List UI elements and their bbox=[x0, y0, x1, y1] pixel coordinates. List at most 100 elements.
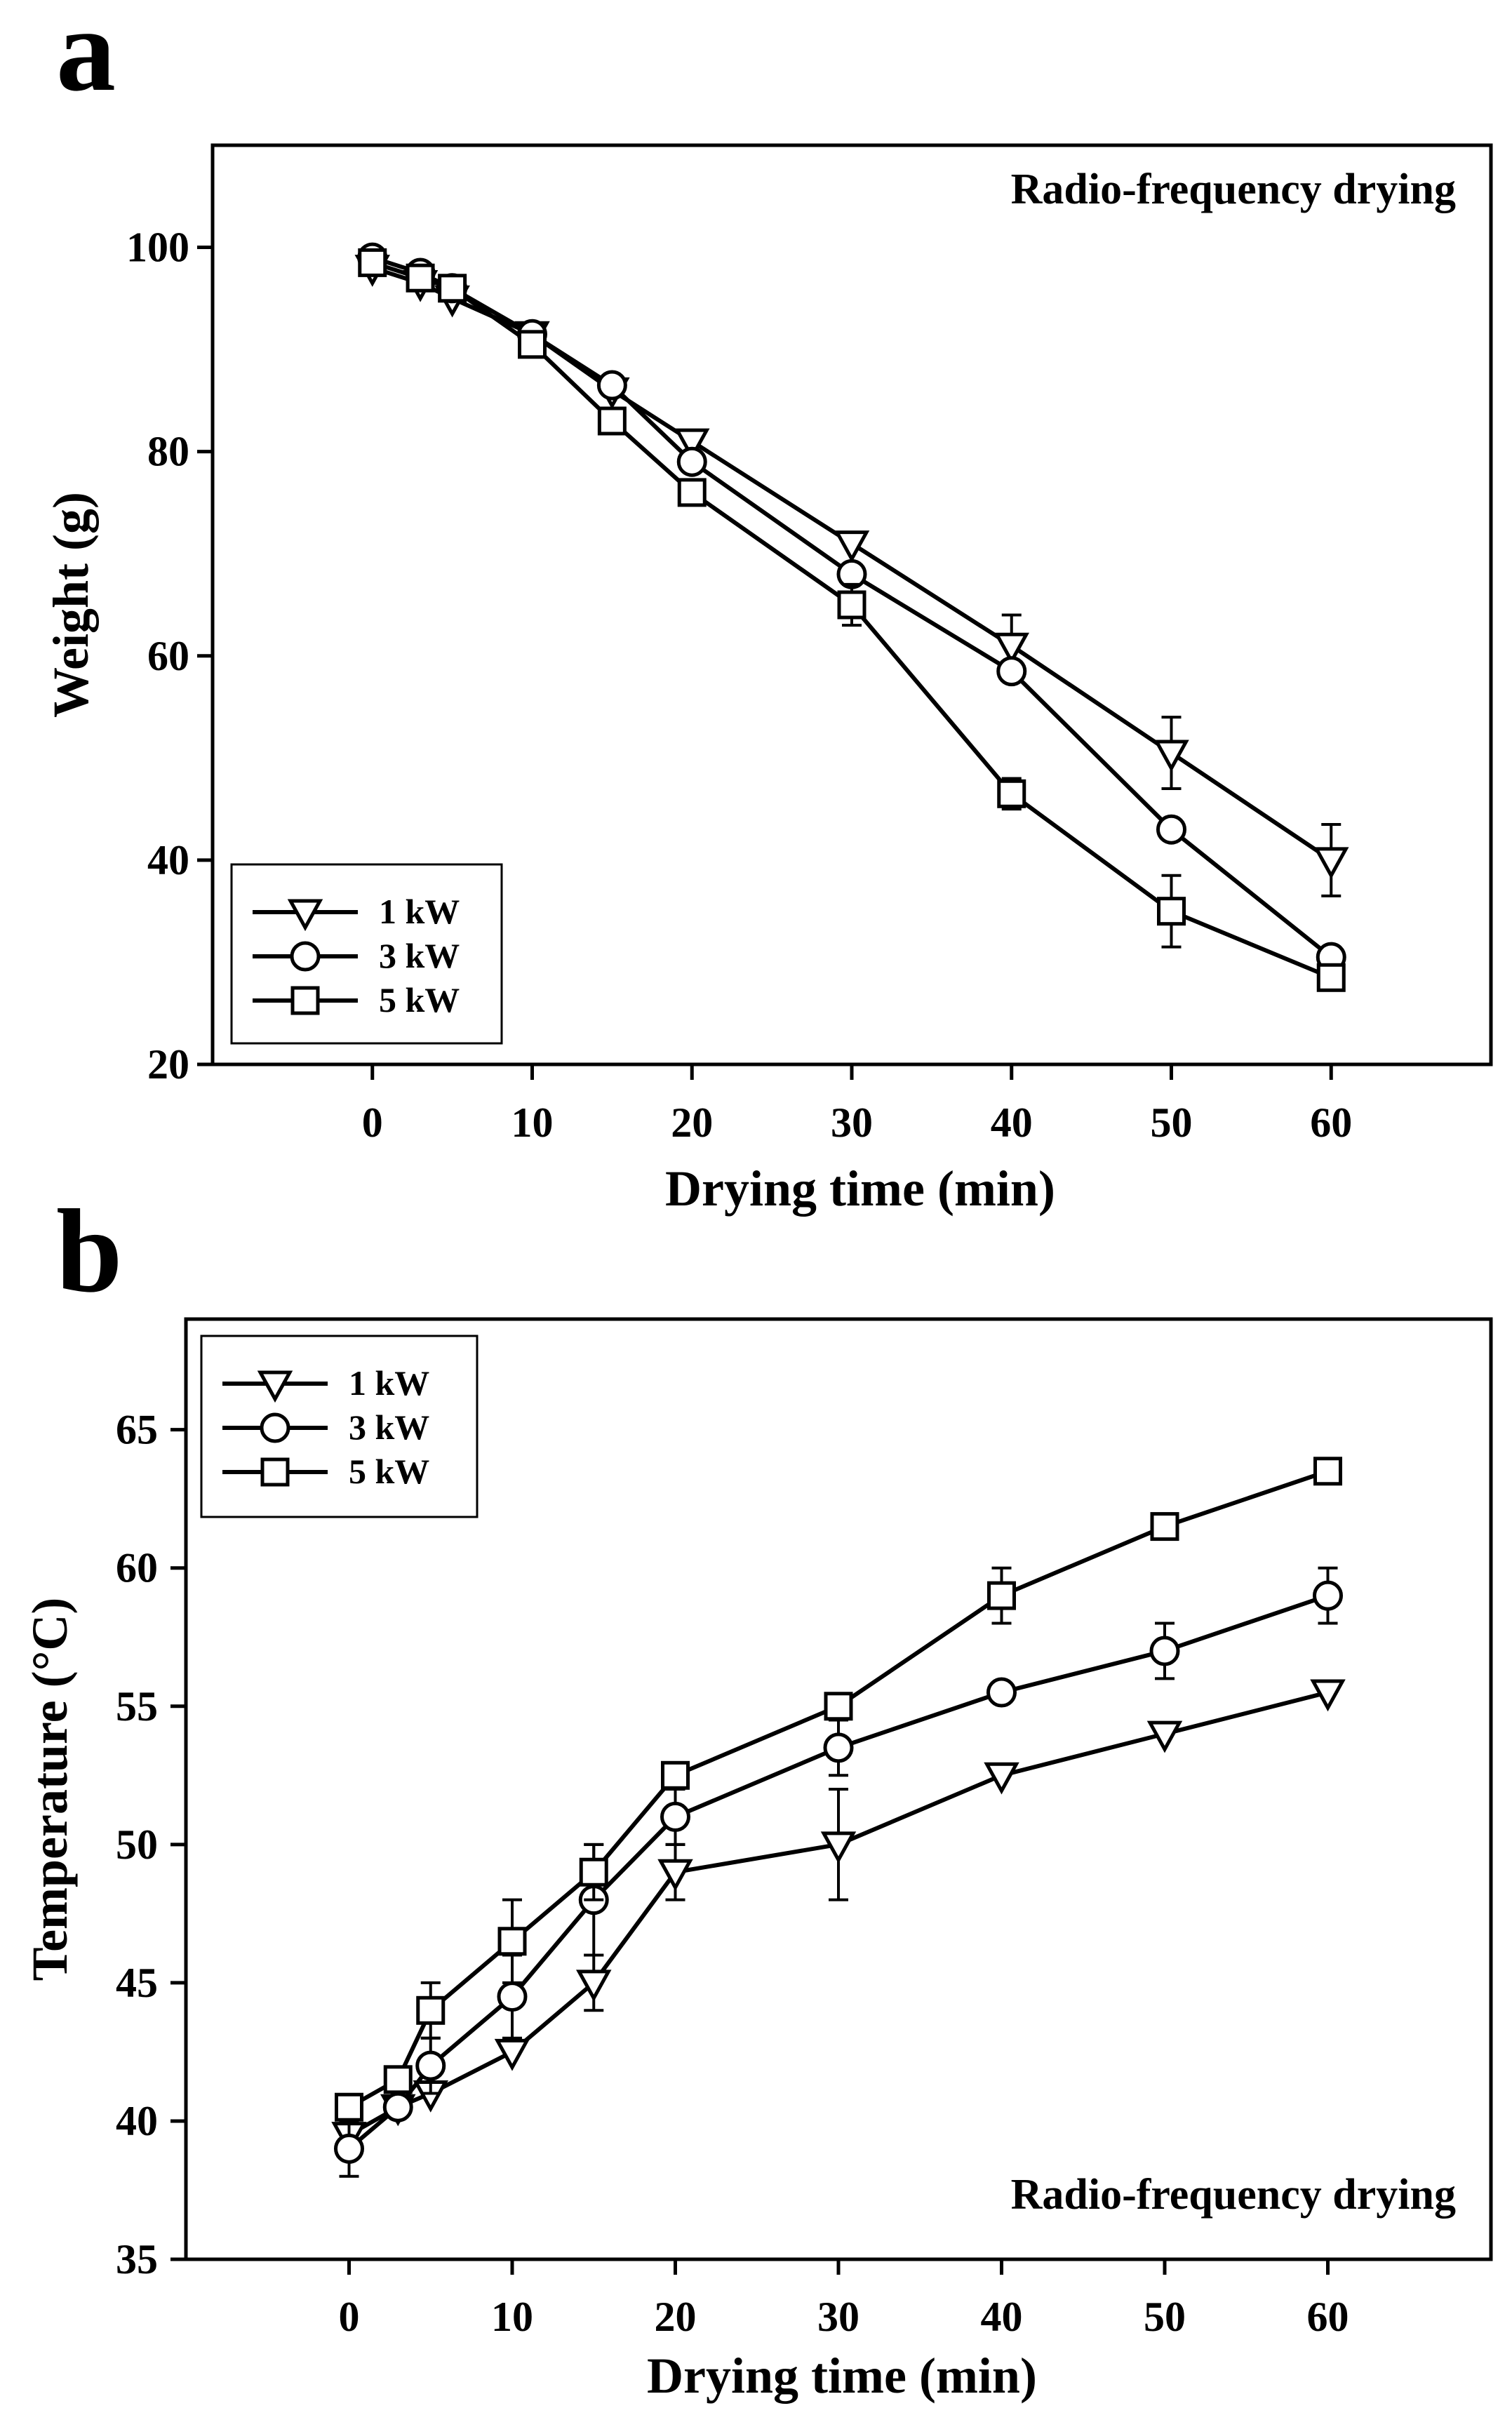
legend-label: 3 kW bbox=[349, 1407, 429, 1447]
data-point bbox=[986, 1677, 1017, 1708]
legend-marker bbox=[287, 899, 323, 932]
legend-marker bbox=[290, 986, 320, 1015]
x-tick-label: 50 bbox=[1144, 2294, 1186, 2340]
data-point bbox=[1146, 1720, 1183, 1753]
annotation-b: Radio-frequency drying bbox=[1011, 2171, 1456, 2219]
x-tick-label: 20 bbox=[655, 2294, 697, 2340]
y-tick-label: 40 bbox=[147, 837, 189, 883]
x-tick-label: 40 bbox=[981, 2294, 1023, 2340]
data-point bbox=[993, 632, 1029, 665]
x-tick-label: 60 bbox=[1310, 1099, 1352, 1146]
data-point bbox=[406, 263, 435, 293]
x-tick-label: 30 bbox=[817, 2294, 859, 2340]
data-point bbox=[660, 1801, 690, 1832]
y-tick-label: 55 bbox=[116, 1683, 158, 1730]
series-line bbox=[371, 265, 1332, 862]
data-point bbox=[383, 2065, 413, 2094]
data-point bbox=[1150, 1512, 1179, 1542]
legend-label: 5 kW bbox=[349, 1452, 429, 1491]
data-point bbox=[1313, 1457, 1342, 1486]
annotation-a: Radio-frequency drying bbox=[1011, 166, 1456, 213]
x-tick-label: 0 bbox=[339, 2294, 360, 2340]
data-point bbox=[1156, 814, 1186, 845]
data-point bbox=[984, 1762, 1019, 1795]
data-point bbox=[596, 370, 627, 401]
data-point bbox=[1313, 1580, 1343, 1611]
y-tick-label: 40 bbox=[116, 2098, 158, 2144]
data-point bbox=[1313, 847, 1349, 880]
legend-label: 5 kW bbox=[379, 980, 460, 1019]
data-point bbox=[676, 446, 707, 477]
legend-marker bbox=[260, 1457, 290, 1487]
y-axis-title-b: Temperature (°C) bbox=[22, 1598, 78, 1981]
legend-a: 1 kW 3 kW 5 kW bbox=[230, 863, 503, 1045]
legend-box bbox=[230, 863, 503, 1045]
series-line bbox=[347, 1593, 1329, 2151]
y-tick-label: 60 bbox=[147, 633, 189, 679]
data-point bbox=[334, 2133, 364, 2164]
data-point bbox=[1157, 897, 1186, 926]
data-point bbox=[576, 1970, 612, 2002]
x-tick-label: 10 bbox=[511, 1099, 554, 1146]
data-point bbox=[837, 590, 867, 620]
x-tick-label: 20 bbox=[671, 1099, 713, 1146]
series-line bbox=[371, 260, 1332, 980]
series-square bbox=[335, 1457, 1342, 2122]
data-point bbox=[382, 2092, 413, 2122]
legend-marker bbox=[290, 941, 321, 972]
y-tick-label: 100 bbox=[126, 225, 189, 271]
legend-b: 1 kW3 kW 5 kW bbox=[200, 1335, 479, 1518]
panel-label-b: b bbox=[56, 1185, 123, 1317]
y-tick-label: 60 bbox=[116, 1545, 158, 1591]
data-point bbox=[823, 1732, 854, 1763]
y-tick-label: 50 bbox=[116, 1821, 158, 1868]
data-point bbox=[1153, 740, 1189, 773]
data-point bbox=[657, 1859, 693, 1892]
ticks-b: 0 10 20 30 40 50 60 35 40 45 50 55 60 65 bbox=[116, 1407, 1349, 2340]
legend-marker bbox=[257, 1370, 293, 1403]
data-point bbox=[996, 656, 1027, 687]
series-line bbox=[348, 1690, 1329, 2137]
data-point bbox=[1310, 1679, 1346, 1712]
x-tick-label: 0 bbox=[362, 1099, 383, 1146]
data-point bbox=[518, 330, 547, 359]
x-tick-label: 40 bbox=[991, 1099, 1033, 1146]
x-tick-label: 30 bbox=[831, 1099, 873, 1146]
data-point bbox=[834, 530, 870, 563]
data-point bbox=[824, 1692, 853, 1721]
data-point bbox=[674, 428, 710, 461]
data-point bbox=[415, 2050, 446, 2081]
legend-label: 1 kW bbox=[379, 892, 460, 931]
data-point bbox=[416, 1995, 446, 2025]
legend-label: 1 kW bbox=[349, 1363, 429, 1403]
x-tick-label: 50 bbox=[1151, 1099, 1193, 1146]
data-point bbox=[358, 248, 387, 277]
panel-b: b Radio-frequency drying Temperature (°C… bbox=[22, 1185, 1493, 2404]
y-tick-label: 45 bbox=[116, 1960, 158, 2006]
data-point bbox=[987, 1581, 1016, 1610]
y-axis-title-a: Weight (g) bbox=[43, 492, 99, 718]
data-point bbox=[335, 2092, 363, 2122]
data-point bbox=[494, 2038, 530, 2071]
data-point bbox=[1149, 1636, 1180, 1666]
data-point bbox=[579, 1857, 608, 1887]
panel-a: a Radio-frequency drying Weight (g) Dryi… bbox=[43, 0, 1493, 1217]
data-point bbox=[1316, 963, 1346, 992]
data-point bbox=[597, 406, 627, 436]
x-tick-label: 10 bbox=[491, 2294, 533, 2340]
series-b bbox=[331, 1457, 1346, 2178]
legend-marker bbox=[260, 1412, 290, 1443]
data-point bbox=[661, 1760, 690, 1790]
panel-label-a: a bbox=[56, 0, 116, 116]
data-point bbox=[677, 478, 707, 507]
x-axis-title-a: Drying time (min) bbox=[665, 1161, 1055, 1217]
series-line bbox=[371, 255, 1333, 959]
data-point bbox=[438, 274, 467, 303]
data-point bbox=[997, 779, 1026, 808]
legend-label: 3 kW bbox=[379, 936, 460, 975]
series-a bbox=[354, 242, 1349, 992]
y-tick-label: 20 bbox=[147, 1041, 189, 1088]
x-axis-title-b: Drying time (min) bbox=[647, 2348, 1037, 2404]
legend-box bbox=[200, 1335, 479, 1518]
